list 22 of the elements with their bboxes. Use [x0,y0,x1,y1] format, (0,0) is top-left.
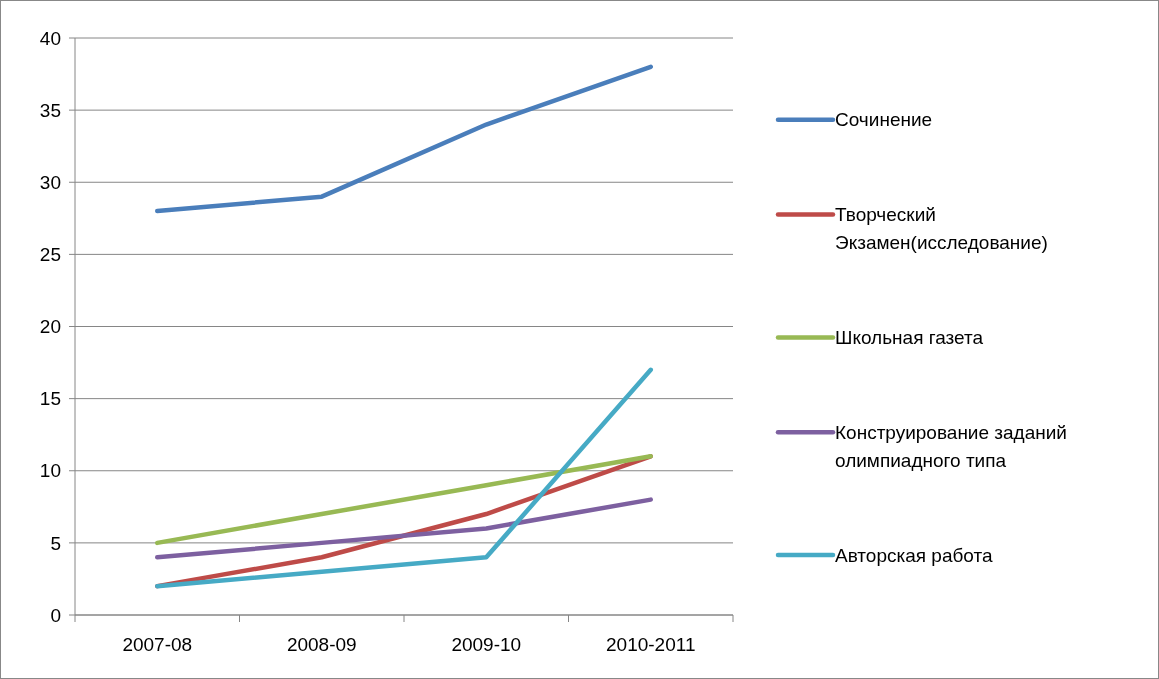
line-series [155,367,653,589]
y-tick-label: 40 [39,27,61,49]
x-tick-label: 2009-10 [451,634,522,655]
line-series [155,454,653,546]
x-tick-label: 2007-08 [122,634,193,655]
y-tick-label: 30 [39,171,61,193]
y-tick-label: 15 [39,388,61,410]
x-tick-label: 2008-09 [286,634,357,655]
x-tick-label: 2010-2011 [606,634,696,655]
y-tick-label: 0 [50,604,61,626]
legend-label: Конструирование заданий олимпиадного типа [835,421,1067,471]
y-tick-label: 10 [39,460,61,482]
legend-label: Авторская работа [835,544,993,566]
line-series [155,497,653,560]
y-tick-label: 25 [39,244,61,266]
legend-label: Творческий Экзамен(исследование) [835,204,1048,254]
y-tick-label: 35 [39,99,61,121]
legend-label: Сочинение [835,109,933,131]
y-tick-label: 20 [39,316,61,338]
legend-label: Школьная газета [835,327,984,349]
line-series [155,64,653,214]
y-tick-label: 5 [50,532,61,554]
